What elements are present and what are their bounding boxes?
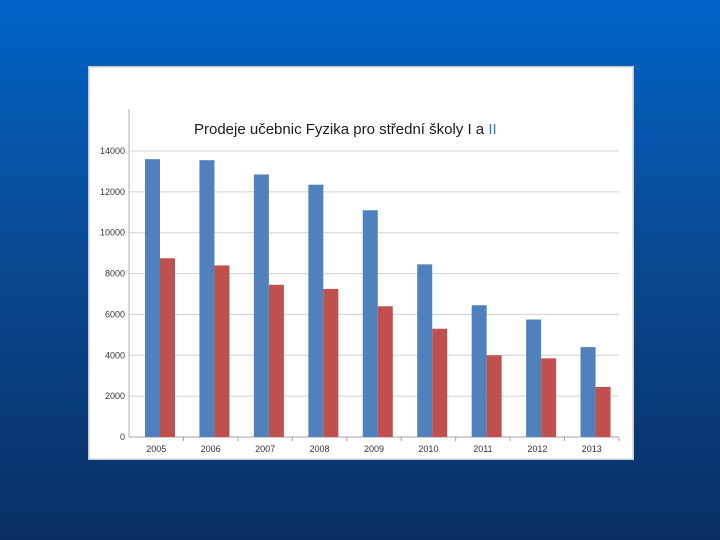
bar-series-2-2009 — [377, 306, 393, 437]
bar-series-1-2011 — [471, 305, 487, 437]
bar-series-2-2007 — [268, 284, 284, 437]
chart-title-tail: II — [488, 121, 496, 138]
bar-series-1-2012 — [526, 319, 542, 437]
x-tick-label: 2007 — [255, 444, 275, 454]
y-tick-label: 4000 — [105, 350, 125, 360]
y-tick-label: 0 — [120, 432, 125, 442]
bar-series-1-2013 — [580, 347, 596, 437]
y-tick-label: 6000 — [105, 309, 125, 319]
bar-series-2-2011 — [486, 355, 502, 437]
bar-series-2-2012 — [541, 358, 557, 437]
x-tick-label: 2010 — [418, 444, 438, 454]
bars — [145, 159, 611, 437]
bar-series-1-2009 — [362, 210, 378, 437]
bar-series-2-2008 — [323, 288, 339, 437]
bar-series-2-2005 — [160, 258, 175, 437]
y-tick-label: 14000 — [100, 146, 125, 156]
y-axis-ticks: 0 2000 4000 6000 8000 10000 12000 14000 — [100, 146, 125, 442]
bar-series-1-2005 — [145, 159, 160, 437]
bar-series-1-2010 — [417, 264, 433, 437]
x-tick-label: 2008 — [310, 444, 330, 454]
y-tick-label: 12000 — [100, 187, 125, 197]
bar-series-2-2010 — [432, 328, 448, 437]
chart-title-main: Prodeje učebnic Fyzika pro střední školy… — [194, 121, 488, 138]
bar-series-1-2007 — [253, 174, 269, 437]
x-tick-label: 2011 — [473, 444, 492, 454]
y-tick-label: 2000 — [105, 391, 125, 401]
y-tick-label: 8000 — [105, 269, 125, 279]
x-tick-label: 2013 — [582, 444, 602, 454]
x-tick-label: 2006 — [201, 444, 221, 454]
bar-series-2-2006 — [214, 265, 230, 437]
bar-series-2-2013 — [595, 386, 611, 437]
bar-series-1-2008 — [308, 184, 324, 437]
x-axis-ticks: 2005 2006 2007 2008 2009 2010 2011 2012 2013 — [146, 437, 620, 454]
y-tick-label: 10000 — [100, 228, 125, 238]
chart-title: Prodeje učebnic Fyzika pro střední školy… — [194, 121, 497, 138]
x-tick-label: 2005 — [146, 444, 166, 454]
x-tick-label: 2012 — [527, 444, 547, 454]
bar-series-1-2006 — [199, 160, 215, 437]
chart-frame: 0 2000 4000 6000 8000 10000 12000 14000 2005 200… — [88, 66, 634, 460]
x-tick-label: 2009 — [364, 444, 384, 454]
